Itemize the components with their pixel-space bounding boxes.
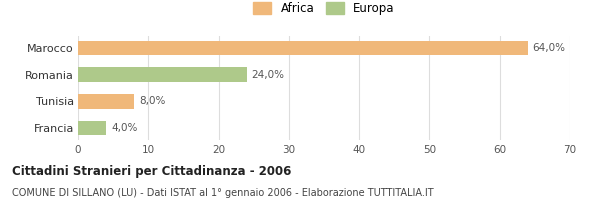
Text: Cittadini Stranieri per Cittadinanza - 2006: Cittadini Stranieri per Cittadinanza - 2… — [12, 165, 292, 178]
Text: 24,0%: 24,0% — [251, 70, 284, 80]
Text: 4,0%: 4,0% — [111, 123, 137, 133]
Bar — [78, 121, 106, 135]
Bar — [78, 94, 134, 109]
Legend: Africa, Europa: Africa, Europa — [250, 0, 398, 18]
Bar — [78, 67, 247, 82]
Bar — [78, 41, 528, 55]
Text: COMUNE DI SILLANO (LU) - Dati ISTAT al 1° gennaio 2006 - Elaborazione TUTTITALIA: COMUNE DI SILLANO (LU) - Dati ISTAT al 1… — [12, 188, 434, 198]
Text: 8,0%: 8,0% — [139, 96, 166, 106]
Text: 64,0%: 64,0% — [533, 43, 566, 53]
